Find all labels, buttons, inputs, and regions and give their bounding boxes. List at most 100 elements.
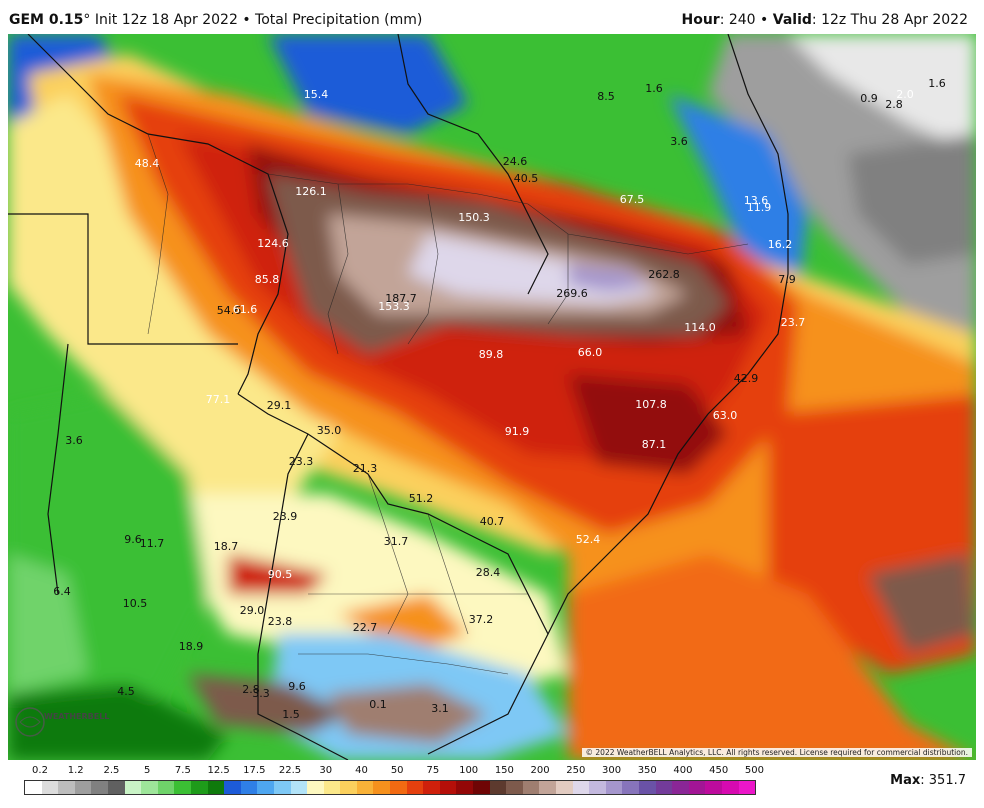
weatherbell-logo: WEATHERBELL [15, 707, 109, 737]
precip-value-label: 28.4 [476, 566, 501, 579]
precip-value-label: 126.1 [295, 185, 327, 198]
precip-value-label: 29.1 [267, 399, 292, 412]
max-label-text: Max [890, 773, 921, 788]
legend-tick-label: 40 [355, 765, 368, 776]
precip-value-label: 3.6 [65, 434, 83, 447]
precip-value-label: 48.4 [135, 157, 160, 170]
title-separator: • [242, 12, 251, 28]
map-title: GEM 0.15° Init 12z 18 Apr 2022 • Total P… [9, 12, 422, 28]
precip-value-label: 18.9 [179, 640, 204, 653]
precip-value-label: 150.3 [458, 211, 490, 224]
legend-swatch [721, 781, 739, 794]
legend-tick-label: 0.2 [32, 765, 48, 776]
precip-value-label: 13.6 [744, 194, 769, 207]
legend-swatch [738, 781, 756, 794]
logo-text: WEATHERBELL [44, 712, 109, 721]
precip-value-labels: 48.415.4 8.51.63.60.9 2.02.81.624.640.5126… [53, 77, 946, 721]
copyright-notice: © 2022 WeatherBELL Analytics, LLC. All r… [581, 748, 972, 757]
precip-value-label: 2.8 [885, 98, 903, 111]
precip-value-label: 63.0 [713, 409, 738, 422]
precip-value-label: 21.3 [353, 462, 378, 475]
legend-swatch [124, 781, 142, 794]
precip-value-label: 23.8 [268, 615, 293, 628]
legend-swatch [174, 781, 191, 794]
legend-swatch [423, 781, 440, 794]
legend-tick-label: 100 [459, 765, 479, 776]
precip-value-label: 23.9 [273, 510, 298, 523]
legend-tick-label: 250 [566, 765, 586, 776]
precipitation-map[interactable]: 48.4 15.4 8.5 1.6 3.6 0.9 2.0 2.8 1.6 24.6 40.5 126… [8, 34, 976, 760]
precip-field [8, 34, 976, 760]
header-bar: GEM 0.15° Init 12z 18 Apr 2022 • Total P… [0, 0, 984, 34]
legend-swatch [705, 781, 722, 794]
precip-value-label: 3.3 [252, 687, 270, 700]
legend-tick-label: 12.5 [207, 765, 230, 776]
precip-value-label: 24.6 [503, 155, 528, 168]
product-name: Total Precipitation (mm) [255, 12, 423, 28]
precip-value-label: 89.8 [479, 348, 504, 361]
map-canvas: 48.415.4 8.51.63.60.9 2.02.81.624.640.5126… [8, 34, 976, 760]
legend-swatch [58, 781, 75, 794]
precip-value-label: 37.2 [469, 613, 494, 626]
precip-value-label: 11.9 [747, 201, 772, 214]
hour-value: : 240 [719, 12, 756, 28]
model-name: GEM 0.15 [9, 12, 84, 28]
legend-swatch [141, 781, 158, 794]
precip-value-label: 35.0 [317, 424, 342, 437]
precip-value-label: 107.8 [635, 398, 667, 411]
precip-value-label: 91.9 [505, 425, 530, 438]
max-value-label: Max: 351.7 [890, 773, 966, 788]
valid-info: Hour: 240 • Valid: 12z Thu 28 Apr 2022 [681, 12, 968, 28]
legend-tick-label: 450 [709, 765, 729, 776]
legend-tick-label: 5 [143, 765, 151, 776]
precip-value-label: 9.6 [124, 533, 142, 546]
precip-value-label: 9.6 [288, 680, 306, 693]
legend-tick-label: 300 [601, 765, 622, 776]
precip-value-label: 4.5 [117, 685, 135, 698]
precip-value-label: 23.7 [781, 316, 806, 329]
precip-value-label: 15.4 [304, 88, 329, 101]
legend-swatch [589, 781, 606, 794]
precip-value-label: 90.5 [268, 568, 293, 581]
precip-value-label: 2.8 [242, 683, 260, 696]
precip-value-label: 0.1 [369, 698, 387, 711]
legend-swatch [672, 781, 689, 794]
legend-swatch [157, 781, 175, 794]
legend-swatch [489, 781, 507, 794]
legend-swatch [556, 781, 573, 794]
valid-label: Valid [772, 12, 812, 28]
header-separator: • [760, 12, 769, 28]
degree-symbol: ° [83, 12, 91, 28]
precip-value-label: 29.0 [240, 604, 265, 617]
legend-tick-labels: 0.2 1.2 2.5 5 7.5 12.5 17.5 22.5 30 40 50 75 100 150 2… [24, 765, 764, 779]
legend-swatch [224, 781, 241, 794]
legend-tick-label: 30 [319, 765, 333, 776]
legend-tick-label: 1.2 [67, 765, 84, 776]
legend-swatch [373, 781, 391, 794]
legend-swatch [25, 781, 42, 794]
legend-tick-label: 22.5 [278, 765, 302, 776]
legend-swatch [273, 781, 291, 794]
legend-swatch [41, 781, 59, 794]
legend-tick-label: 150 [494, 765, 514, 776]
legend-tick-label: 350 [637, 765, 657, 776]
legend-swatch [307, 781, 324, 794]
legend-swatch [539, 781, 556, 794]
legend-swatch [456, 781, 474, 794]
legend-swatch [323, 781, 341, 794]
precip-value-label: 51.2 [409, 492, 434, 505]
precip-value-label: 269.6 [556, 287, 588, 300]
precip-value-label: 22.7 [353, 621, 378, 634]
legend-swatch [340, 781, 357, 794]
legend-swatch [290, 781, 308, 794]
precip-value-label: 153.3 [378, 300, 410, 313]
legend-tick-label: 7.5 [174, 765, 191, 776]
legend-swatch [406, 781, 424, 794]
legend-swatch [688, 781, 706, 794]
legend-tick-label: 50 [390, 765, 404, 776]
precip-value-label: 1.5 [282, 708, 300, 721]
legend-swatch [638, 781, 656, 794]
legend-tick-label: 75 [426, 765, 440, 776]
legend-tick-label: 400 [673, 765, 693, 776]
legend-swatch [506, 781, 523, 794]
